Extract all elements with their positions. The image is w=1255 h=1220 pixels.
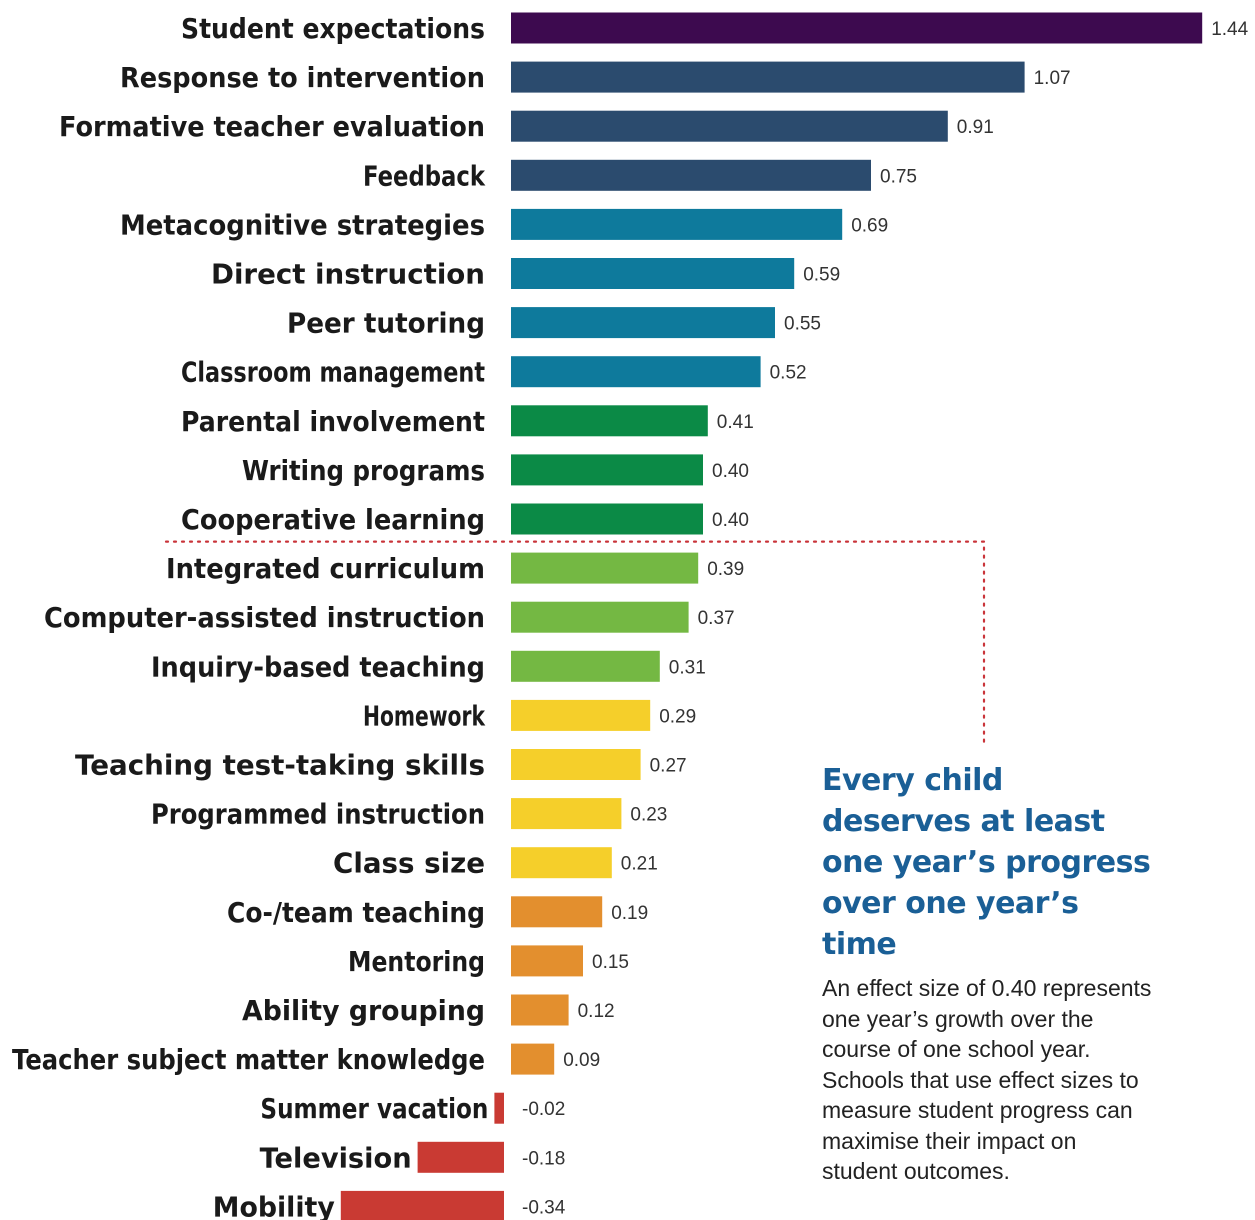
category-label: Cooperative learning xyxy=(181,503,485,536)
value-label: 0.09 xyxy=(563,1050,600,1071)
category-label: Feedback xyxy=(363,159,486,192)
bar-summer-vacation xyxy=(494,1092,504,1124)
category-label: Mobility xyxy=(213,1190,335,1220)
bar-computer-assisted-instruction xyxy=(511,601,689,633)
bar-classroom-management xyxy=(511,356,761,388)
category-label: Teaching test-taking skills xyxy=(75,749,485,782)
bar-mentoring xyxy=(511,945,583,977)
bar-homework xyxy=(511,699,651,731)
value-label: 1.07 xyxy=(1034,68,1071,89)
category-label: Summer vacation xyxy=(260,1092,488,1125)
value-label: -0.02 xyxy=(522,1099,565,1120)
value-label: 0.69 xyxy=(851,215,888,236)
value-label: 0.27 xyxy=(650,756,687,777)
value-label: 0.37 xyxy=(698,608,735,629)
value-label: 1.44 xyxy=(1211,19,1248,40)
bar-television xyxy=(417,1141,504,1173)
value-label: 0.75 xyxy=(880,166,917,187)
threshold-dotted-line xyxy=(164,540,986,744)
value-label: -0.34 xyxy=(522,1197,566,1218)
annotation-body: An effect size of 0.40 represents one ye… xyxy=(822,975,1152,1184)
bar-teacher-subject-matter-knowledge xyxy=(511,1043,555,1075)
threshold-line-path xyxy=(164,540,986,744)
category-labels-group: Student expectations Response to interven… xyxy=(12,12,488,1220)
value-label: 0.39 xyxy=(707,559,744,580)
category-label: Mentoring xyxy=(348,945,485,978)
category-label: Inquiry-based teaching xyxy=(151,650,485,683)
value-label: 0.41 xyxy=(717,412,754,433)
category-label: Television xyxy=(260,1141,412,1174)
category-label: Response to intervention xyxy=(120,61,485,94)
bar-cooperative-learning xyxy=(511,503,703,535)
bar-integrated-curriculum xyxy=(511,552,699,584)
category-label: Metacognitive strategies xyxy=(120,208,485,241)
bar-response-to-intervention xyxy=(511,61,1025,93)
value-labels-group: 1.44 1.07 0.91 0.75 0.69 0.59 0.55 0.52 0.41 0.40… xyxy=(522,19,1249,1218)
value-label: 0.40 xyxy=(712,461,749,482)
bars-group xyxy=(340,12,1203,1220)
bar-formative-teacher-evaluation xyxy=(511,110,948,142)
category-label: Programmed instruction xyxy=(151,798,485,831)
category-label: Writing programs xyxy=(242,454,485,487)
bar-peer-tutoring xyxy=(511,307,775,339)
category-label: Homework xyxy=(363,699,486,732)
bar-mobility xyxy=(340,1190,504,1220)
category-label: Peer tutoring xyxy=(287,307,485,340)
bar-parental-involvement xyxy=(511,405,708,437)
category-label: Class size xyxy=(333,847,485,880)
bar-programmed-instruction xyxy=(511,798,622,830)
value-label: 0.59 xyxy=(803,265,840,286)
value-label: 0.29 xyxy=(659,706,696,727)
category-label: Direct instruction xyxy=(211,258,485,291)
category-label: Co-/team teaching xyxy=(227,896,485,929)
bar-writing-programs xyxy=(511,454,703,486)
value-label: 0.31 xyxy=(669,657,706,678)
value-label: 0.19 xyxy=(611,903,648,924)
bar-student-expectations xyxy=(511,12,1203,44)
value-label: -0.18 xyxy=(522,1148,565,1169)
bar-class-size xyxy=(511,847,612,879)
bar-metacognitive-strategies xyxy=(511,208,843,240)
value-label: 0.40 xyxy=(712,510,749,531)
category-label: Parental involvement xyxy=(181,405,485,438)
bar-teaching-test-taking-skills xyxy=(511,749,641,780)
category-label: Classroom management xyxy=(181,356,485,389)
value-label: 0.55 xyxy=(784,314,821,335)
annotation-heading: Every child deserves at least one year’s… xyxy=(822,763,1151,962)
value-label: 0.91 xyxy=(957,117,994,138)
category-label: Integrated curriculum xyxy=(166,552,485,585)
category-label: Formative teacher evaluation xyxy=(59,110,485,143)
value-label: 0.21 xyxy=(621,854,658,875)
category-label: Ability grouping xyxy=(242,994,485,1027)
value-label: 0.15 xyxy=(592,952,629,973)
bar-ability-grouping xyxy=(511,994,569,1026)
bar-feedback xyxy=(511,159,871,191)
category-label: Student expectations xyxy=(181,12,485,45)
value-label: 0.12 xyxy=(578,1001,615,1022)
category-label: Teacher subject matter knowledge xyxy=(12,1043,485,1076)
value-label: 0.52 xyxy=(770,363,807,384)
bar-inquiry-based-teaching xyxy=(511,650,660,682)
annotation-callout: Every child deserves at least one year’s… xyxy=(822,760,1152,1187)
bar-co-team-teaching xyxy=(511,896,603,928)
value-label: 0.23 xyxy=(630,805,667,826)
category-label: Computer-assisted instruction xyxy=(44,601,485,634)
bar-direct-instruction xyxy=(511,258,795,289)
